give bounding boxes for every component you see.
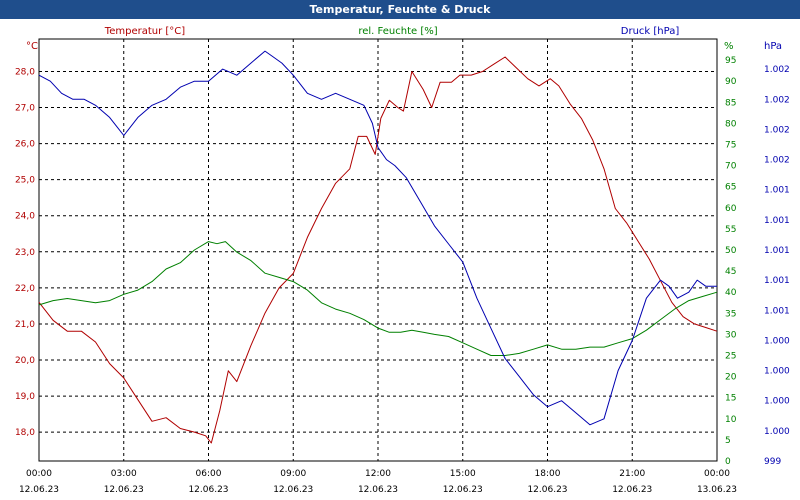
humidity-tick-label: 90 <box>725 77 737 87</box>
humidity-tick-label: 5 <box>725 436 731 446</box>
humidity-tick-label: 30 <box>725 330 737 340</box>
x-tick-time: 12:00 <box>365 469 391 479</box>
pressure-tick-label: 1.001 <box>764 216 790 226</box>
temperature-tick-label: 28,0 <box>15 67 35 77</box>
legend-humidity: rel. Feuchte [%] <box>358 26 437 37</box>
gridlines <box>39 39 717 461</box>
chart-title: Temperatur, Feuchte & Druck <box>0 0 800 19</box>
temperature-tick-label: 20,0 <box>15 356 35 366</box>
temperature-tick-label: 22,0 <box>15 284 35 294</box>
humidity-tick-label: 25 <box>725 352 736 362</box>
x-tick-time: 00:00 <box>704 469 730 479</box>
temperature-tick-label: 25,0 <box>15 176 35 186</box>
x-tick-time: 06:00 <box>196 469 222 479</box>
humidity-axis-unit: % <box>724 41 734 52</box>
temperature-tick-label: 21,0 <box>15 320 35 330</box>
pressure-tick-label: 1.000 <box>764 367 790 377</box>
series-lines <box>38 50 718 444</box>
humidity-axis-ticks: 0 5 10 15 20 25 30 35 40 45 50 55 60 65 70 75 80 85 90 95 <box>725 56 737 467</box>
humidity-tick-label: 85 <box>725 98 736 108</box>
x-tick-date: 12.06.23 <box>19 485 59 495</box>
pressure-tick-label: 1.002 <box>764 95 790 105</box>
x-tick-date: 12.06.23 <box>443 485 483 495</box>
humidity-tick-label: 0 <box>725 457 731 467</box>
pressure-axis-ticks: 999 1.000 1.000 1.000 1.000 1.001 1.001 1.001 1.… <box>764 65 790 467</box>
x-tick-date: 13.06.23 <box>697 485 737 495</box>
pressure-line <box>38 50 717 426</box>
temperature-tick-label: 18,0 <box>15 428 35 438</box>
temperature-tick-label: 19,0 <box>15 392 35 402</box>
humidity-tick-label: 65 <box>725 183 736 193</box>
humidity-tick-label: 10 <box>725 415 737 425</box>
x-tick-date: 12.06.23 <box>358 485 398 495</box>
temperature-axis-unit: °C <box>26 41 38 52</box>
humidity-line <box>38 241 718 356</box>
humidity-tick-label: 75 <box>725 141 736 151</box>
time-axis-ticks: 00:00 12.06.23 03:00 12.06.23 06:00 12.06.23 0… <box>19 469 737 495</box>
legend-pressure: Druck [hPa] <box>621 26 680 37</box>
humidity-tick-label: 20 <box>725 373 737 383</box>
temperature-tick-label: 27,0 <box>15 104 35 114</box>
pressure-tick-label: 1.000 <box>764 427 790 437</box>
pressure-tick-label: 1.002 <box>764 65 790 75</box>
temperature-tick-label: 26,0 <box>15 140 35 150</box>
x-tick-time: 15:00 <box>450 469 476 479</box>
legend-temperature: Temperatur [°C] <box>104 26 185 37</box>
humidity-tick-label: 35 <box>725 309 736 319</box>
pressure-tick-label: 1.001 <box>764 186 790 196</box>
humidity-tick-label: 95 <box>725 56 736 66</box>
x-tick-date: 12.06.23 <box>188 485 228 495</box>
pressure-tick-label: 1.002 <box>764 125 790 135</box>
x-tick-date: 12.06.23 <box>104 485 144 495</box>
pressure-tick-label: 1.000 <box>764 336 790 346</box>
x-tick-time: 18:00 <box>535 469 561 479</box>
humidity-tick-label: 55 <box>725 225 736 235</box>
temperature-axis-ticks: 18,0 19,0 20,0 21,0 22,0 23,0 24,0 25,0 26,0 27,0… <box>15 67 35 438</box>
temperature-line <box>38 56 718 444</box>
humidity-tick-label: 15 <box>725 394 736 404</box>
temperature-tick-label: 24,0 <box>15 212 35 222</box>
pressure-tick-label: 1.002 <box>764 156 790 166</box>
x-tick-time: 21:00 <box>619 469 645 479</box>
temperature-tick-label: 23,0 <box>15 248 35 258</box>
pressure-tick-label: 1.001 <box>764 246 790 256</box>
pressure-tick-label: 1.001 <box>764 276 790 286</box>
x-tick-date: 12.06.23 <box>612 485 652 495</box>
x-tick-time: 03:00 <box>111 469 137 479</box>
pressure-tick-label: 1.000 <box>764 397 790 407</box>
humidity-tick-label: 80 <box>725 119 737 129</box>
x-tick-time: 00:00 <box>26 469 52 479</box>
pressure-axis-unit: hPa <box>764 41 782 52</box>
pressure-tick-label: 1.001 <box>764 306 790 316</box>
humidity-tick-label: 40 <box>725 288 737 298</box>
x-tick-date: 12.06.23 <box>527 485 567 495</box>
x-tick-date: 12.06.23 <box>273 485 313 495</box>
humidity-tick-label: 50 <box>725 246 737 256</box>
humidity-tick-label: 70 <box>725 162 737 172</box>
x-tick-time: 09:00 <box>280 469 306 479</box>
humidity-tick-label: 60 <box>725 204 737 214</box>
humidity-tick-label: 45 <box>725 267 736 277</box>
pressure-tick-label: 999 <box>764 457 781 467</box>
